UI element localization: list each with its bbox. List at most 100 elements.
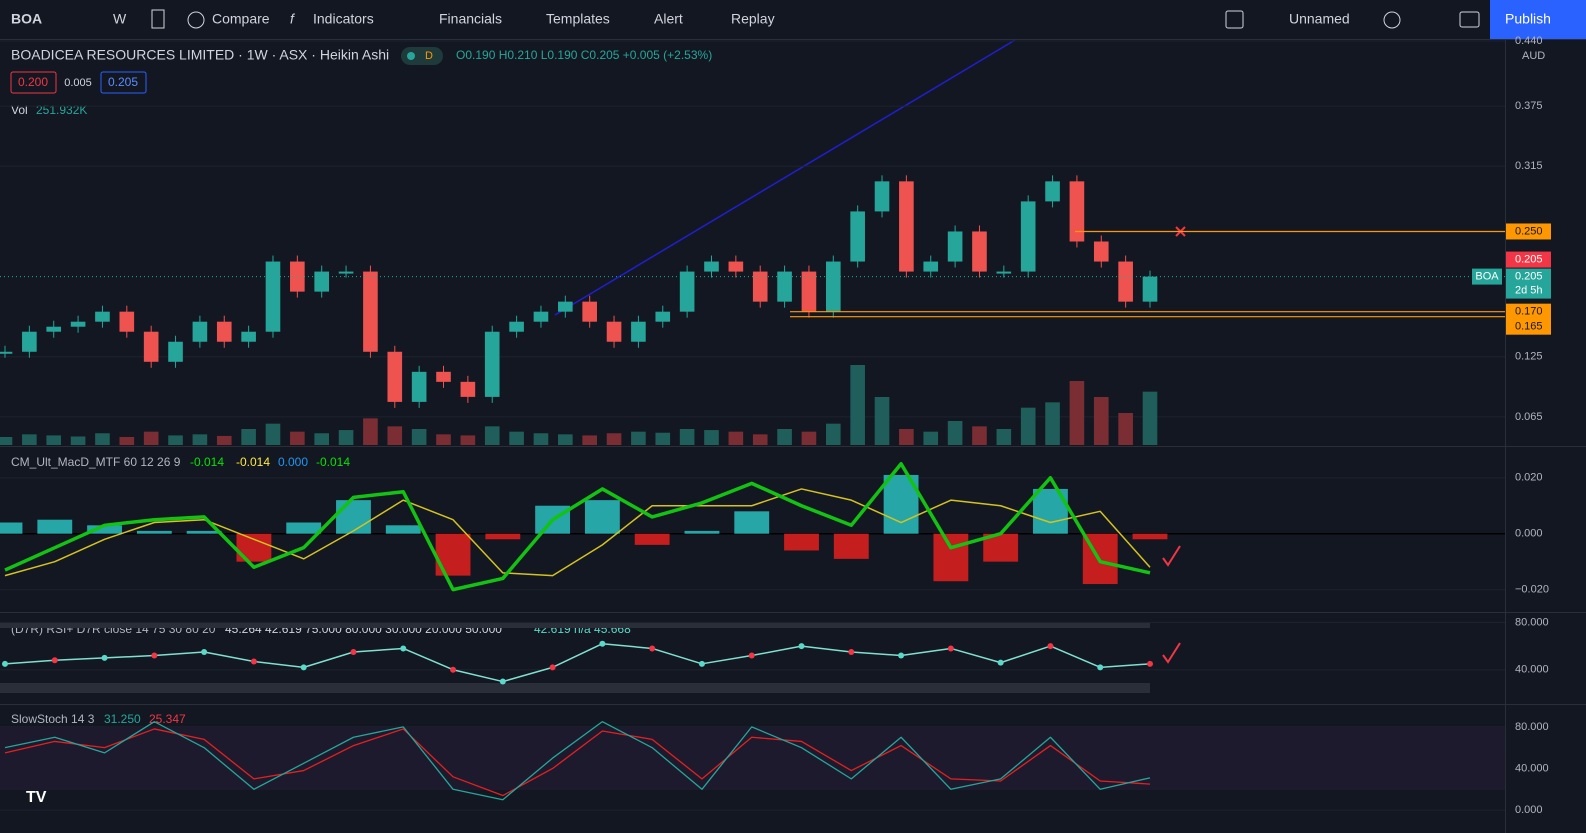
y-tick-label: 0.000: [1515, 528, 1543, 540]
chart-type-icon[interactable]: [151, 9, 165, 29]
rsi-dot: [2, 660, 8, 667]
currency[interactable]: AUD: [1522, 50, 1545, 62]
volume-bar: [216, 435, 232, 445]
level-label: 0.170: [1515, 306, 1543, 318]
histogram-bar: [87, 525, 122, 534]
rsi-dot: [798, 643, 805, 650]
logo: TV: [26, 789, 47, 806]
chart-title: BOADICEA RESOURCES LIMITED · 1W · ASX · …: [11, 47, 389, 63]
volume-bar: [0, 437, 13, 445]
histogram-bar: [833, 533, 869, 559]
rsi-dot: [947, 645, 954, 652]
publish-label[interactable]: Publish: [1505, 11, 1551, 27]
candle: [265, 261, 281, 332]
volume-bar: [996, 429, 1012, 445]
candle: [874, 181, 890, 212]
candle: [777, 271, 792, 302]
indicators[interactable]: Indicators: [313, 11, 374, 27]
histogram-bar: [236, 533, 272, 562]
candle: [679, 271, 695, 312]
volume-bar: [825, 423, 841, 445]
macd-legend: CM_Ult_MacD_MTF 60 12 26 9: [11, 455, 181, 469]
rsi-dot: [350, 649, 357, 655]
settings-icon[interactable]: [1383, 11, 1401, 29]
trend-line[interactable]: [554, 39, 1016, 316]
publish-button[interactable]: [1490, 0, 1586, 39]
macd-legend-value: -0.014: [316, 455, 350, 469]
rsi-dot: [450, 666, 457, 673]
layout-name[interactable]: Unnamed: [1289, 11, 1350, 27]
volume-bar: [265, 423, 281, 445]
volume-bar: [1069, 381, 1085, 445]
histogram-bar: [634, 533, 670, 545]
k-line: [4, 721, 1151, 801]
stoch-legend: SlowStoch 14 3: [11, 712, 95, 726]
volume-bar: [631, 431, 646, 445]
values-line: [4, 642, 1151, 683]
histogram-bar: [933, 533, 969, 582]
y-tick-label: −0.020: [1515, 584, 1549, 596]
candle: [290, 261, 305, 292]
candle: [46, 326, 62, 332]
volume-bar: [119, 437, 135, 445]
rsi-dot: [1047, 643, 1054, 650]
candle: [704, 261, 719, 272]
bid-box: [10, 71, 57, 94]
status-dot: [407, 52, 415, 60]
check-mark: [1162, 642, 1181, 664]
financials[interactable]: Financials: [439, 11, 502, 27]
alert[interactable]: Alert: [654, 11, 683, 27]
compare-icon: [187, 11, 205, 29]
volume-bar: [874, 397, 890, 445]
bid: 0.200: [18, 75, 48, 89]
rsi-dot: [549, 664, 556, 671]
candle: [1142, 276, 1158, 302]
candle: [192, 321, 208, 342]
candle: [655, 311, 671, 322]
spread: 0.005: [64, 77, 92, 89]
candle: [923, 261, 939, 272]
y-tick-label: 0.125: [1515, 351, 1543, 363]
histogram-bar: [136, 530, 172, 534]
volume-bar: [1093, 397, 1109, 445]
compare[interactable]: Compare: [212, 11, 270, 27]
volume-bar: [411, 429, 427, 445]
badge-bg: [401, 47, 443, 65]
candle: [411, 371, 427, 402]
volume-bar: [972, 426, 987, 445]
histogram-bar: [485, 533, 521, 540]
volume-bar: [558, 434, 573, 445]
volume-bar: [606, 433, 622, 445]
volume-bar: [850, 365, 865, 445]
volume-bar: [460, 435, 476, 445]
interval[interactable]: W: [113, 11, 127, 27]
y-tick-label: 0.315: [1515, 160, 1543, 172]
volume-bar: [1142, 391, 1158, 445]
candle: [0, 351, 13, 354]
symbol[interactable]: BOA: [11, 11, 42, 27]
volume-bar: [728, 431, 744, 445]
check-mark: [1162, 545, 1181, 567]
templates[interactable]: Templates: [546, 11, 610, 27]
volume-bar: [436, 434, 451, 445]
candle: [996, 271, 1012, 274]
histogram-bar: [784, 533, 819, 551]
layout-icon[interactable]: [1225, 10, 1244, 29]
last-symbol: BOA: [1475, 270, 1499, 282]
candle: [363, 271, 378, 352]
ask-box: [100, 71, 147, 94]
candle: [241, 331, 256, 342]
volume-bar: [387, 426, 403, 445]
histogram-bar: [584, 500, 620, 534]
volume-bar: [1020, 407, 1036, 445]
rsi-dot: [599, 640, 606, 647]
volume-bar: [143, 431, 159, 445]
replay[interactable]: Replay: [731, 11, 775, 27]
volume-bar: [314, 433, 330, 445]
y-tick-label: 40.000: [1515, 762, 1549, 774]
volume-bar: [22, 434, 37, 445]
volume-bar: [338, 430, 354, 445]
candle: [168, 341, 183, 362]
volume-bar: [899, 429, 914, 445]
snapshot-icon[interactable]: [1459, 11, 1480, 28]
